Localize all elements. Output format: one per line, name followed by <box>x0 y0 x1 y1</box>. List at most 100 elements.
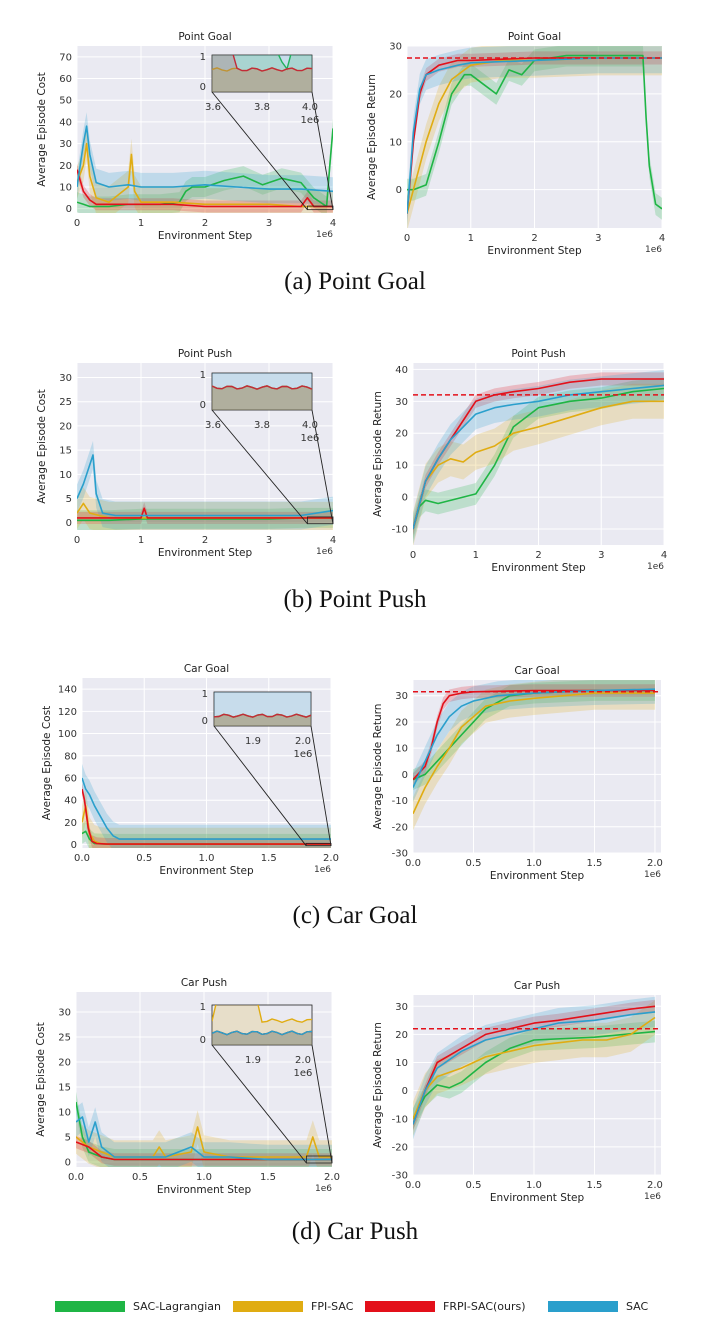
inset-band <box>212 55 312 92</box>
chart-title: Point Push <box>511 348 565 360</box>
y-tick-label: 120 <box>58 707 77 718</box>
zoom-connector <box>211 409 308 525</box>
x-axis-multiplier: 1e6 <box>316 230 333 240</box>
caption-c-text: Car Goal <box>326 902 418 929</box>
inset-band <box>212 385 312 410</box>
y-tick-label: -10 <box>392 1114 408 1125</box>
y-axis-label: Average Episode Return <box>372 391 384 517</box>
series-line-sac-lagrangian <box>413 1030 656 1120</box>
band-sac <box>77 440 333 530</box>
inset-x-tick-label: 1.9 <box>245 1055 261 1066</box>
band-fpi-sac <box>77 127 333 213</box>
y-tick-label: 10 <box>395 744 408 755</box>
caption-d-text: Car Push <box>327 1218 419 1245</box>
y-axis-label: Average Episode Cost <box>41 706 53 820</box>
series-line-sac <box>77 125 333 193</box>
x-axis-multiplier: 1e6 <box>644 1192 661 1202</box>
y-tick-label: 10 <box>395 461 408 472</box>
x-tick-label: 0 <box>410 550 416 561</box>
y-tick-label: 140 <box>58 685 77 696</box>
y-tick-label: 0 <box>65 1158 71 1169</box>
chart-car-push-return: 0.0 0.5 1.0 1.5 2.0 -30 -20 -10 0 10 20 30 Car Push E… <box>372 980 663 1204</box>
band-fpi-sac <box>407 46 662 228</box>
series-line-sac <box>407 57 662 214</box>
series-line-fpi-sac <box>76 1126 332 1158</box>
y-tick-label: 40 <box>59 117 72 128</box>
inset-series-group <box>212 1005 312 1045</box>
inset-plot-area <box>211 1004 313 1046</box>
plot-area <box>413 680 661 853</box>
y-tick-label: 30 <box>395 397 408 408</box>
series-line-fpi-sac <box>413 1016 656 1120</box>
y-tick-label: 0 <box>66 518 72 529</box>
inset-series-group <box>212 55 312 92</box>
y-tick-label: 10 <box>59 182 72 193</box>
zoom-connector <box>311 1044 333 1164</box>
inset-x-tick-label: 3.6 <box>205 420 221 431</box>
band-frpi-sac-ours- <box>77 163 333 213</box>
chart-title: Car Goal <box>184 663 229 675</box>
inset-x-tick-label: 3.6 <box>205 102 221 113</box>
inset-x-tick-label: 4.0 <box>302 420 318 431</box>
y-tick-label: 0 <box>66 204 72 215</box>
legend-swatch-fpi-sac <box>233 1300 303 1312</box>
caption-a: (a) Point Goal <box>0 268 710 296</box>
y-tick-label: -20 <box>392 822 408 833</box>
y-tick-label: 0 <box>402 770 408 781</box>
y-tick-label: 10 <box>59 470 72 481</box>
x-tick-label: 0.5 <box>136 853 152 864</box>
inset-band <box>212 385 312 410</box>
x-tick-label: 1.0 <box>199 853 215 864</box>
y-tick-label: 5 <box>65 1133 71 1144</box>
series-line-sac <box>82 777 331 840</box>
chart-title: Point Goal <box>508 31 561 43</box>
zoom-box <box>306 516 334 525</box>
y-tick-label: 0 <box>396 185 402 196</box>
x-tick-label: 0.5 <box>466 858 482 869</box>
series-line-fpi-sac <box>413 400 664 530</box>
chart-title: Car Push <box>181 977 227 989</box>
inset-series-group <box>212 373 312 410</box>
series-group <box>77 440 333 530</box>
inset-band <box>212 55 312 92</box>
series-line-sac-lagrangian <box>77 128 333 208</box>
inset-band <box>212 1031 312 1045</box>
band-frpi-sac-ours- <box>76 1135 332 1166</box>
x-tick-label: 2.0 <box>324 1172 340 1183</box>
band-sac <box>413 996 655 1140</box>
inset-series-line <box>232 55 312 72</box>
legend: SAC-Lagrangian FPI-SAC FRPI-SAC(ours) SA… <box>0 1296 710 1316</box>
series-line-sac <box>413 1011 656 1125</box>
zoom-connector <box>211 91 308 210</box>
inset-band <box>212 55 312 92</box>
x-tick-label: 0 <box>74 218 80 229</box>
inset-plot-area <box>211 54 313 93</box>
y-axis-label: Average Episode Cost <box>35 1022 47 1136</box>
y-tick-label: 15 <box>58 1083 71 1094</box>
legend-swatch-sac-lagrangian <box>55 1300 125 1312</box>
y-tick-label: 20 <box>395 429 408 440</box>
y-tick-label: 40 <box>64 796 77 807</box>
x-tick-label: 4 <box>330 535 336 546</box>
series-group <box>413 996 661 1140</box>
x-axis-multiplier: 1e6 <box>647 562 664 572</box>
y-tick-label: 20 <box>58 1058 71 1069</box>
inset-y-tick-label: 0 <box>202 716 208 727</box>
band-fpi-sac <box>413 1000 655 1136</box>
x-axis-multiplier: 1e6 <box>315 1184 332 1194</box>
inset-x-tick-label: 2.0 <box>295 736 311 747</box>
x-tick-label: 1 <box>138 218 144 229</box>
inset-y-tick-label: 1 <box>200 1002 206 1013</box>
x-tick-label: 1.5 <box>260 1172 276 1183</box>
x-axis-label: Environment Step <box>157 1184 252 1196</box>
inset-series-line <box>212 385 312 390</box>
band-sac <box>82 763 331 848</box>
series-line-fpi-sac <box>77 142 333 208</box>
x-tick-label: 1 <box>138 535 144 546</box>
y-tick-label: 30 <box>389 42 402 53</box>
inset-x-multiplier: 1e6 <box>301 115 320 126</box>
y-tick-label: 10 <box>58 1108 71 1119</box>
series-line-sac <box>77 454 333 517</box>
chart-title: Car Goal <box>514 665 559 677</box>
